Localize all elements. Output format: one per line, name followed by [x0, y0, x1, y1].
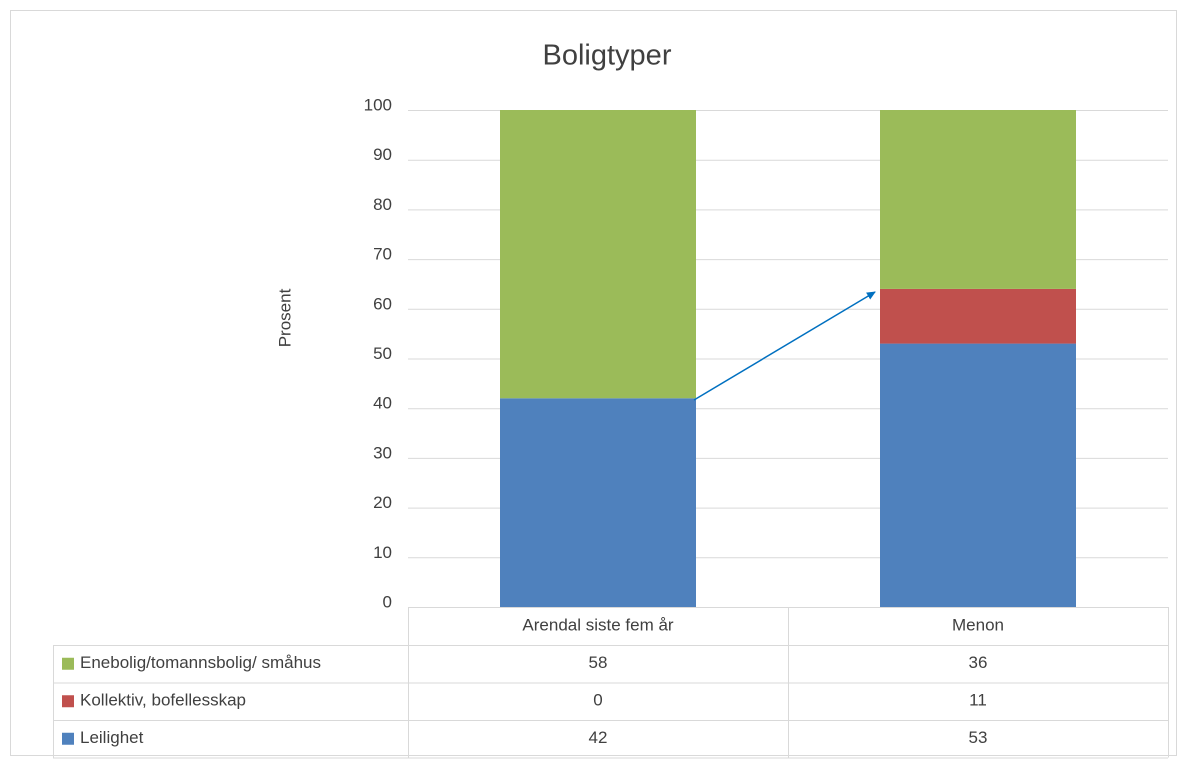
table-value: 11 — [969, 691, 987, 710]
y-tick-label: 30 — [373, 443, 392, 462]
y-tick-label: 100 — [364, 95, 392, 114]
legend-label: Leilighet — [80, 728, 144, 747]
y-tick-label: 60 — [373, 294, 392, 313]
bar-segment — [880, 110, 1076, 289]
x-tick-label: Menon — [952, 615, 1004, 634]
legend-swatch — [62, 657, 74, 670]
legend-label: Enebolig/tomannsbolig/ småhus — [80, 653, 321, 672]
bar-segment — [880, 343, 1076, 607]
y-tick-label: 50 — [373, 344, 392, 363]
legend-swatch — [62, 732, 74, 745]
arrow — [693, 291, 876, 401]
table-value: 0 — [593, 691, 602, 710]
bar-segment — [880, 288, 1076, 344]
chart-title: Boligtyper — [543, 40, 672, 72]
y-tick-label: 80 — [373, 195, 392, 214]
y-tick-label: 20 — [373, 493, 392, 512]
y-tick-label: 70 — [373, 245, 392, 264]
legend-swatch — [62, 695, 74, 708]
table-value: 58 — [589, 653, 608, 672]
y-axis-label: Prosent — [275, 288, 294, 347]
table-value: 42 — [589, 728, 608, 747]
y-tick-label: 10 — [373, 543, 392, 562]
y-tick-label: 40 — [373, 394, 392, 413]
table-value: 53 — [969, 728, 988, 747]
x-tick-label: Arendal siste fem år — [522, 615, 674, 634]
table-value: 36 — [969, 653, 988, 672]
bar-segment — [500, 110, 696, 399]
y-tick-label: 0 — [383, 592, 392, 611]
legend-label: Kollektiv, bofellesskap — [80, 691, 246, 710]
bar-segment — [500, 398, 696, 607]
y-tick-label: 90 — [373, 145, 392, 164]
